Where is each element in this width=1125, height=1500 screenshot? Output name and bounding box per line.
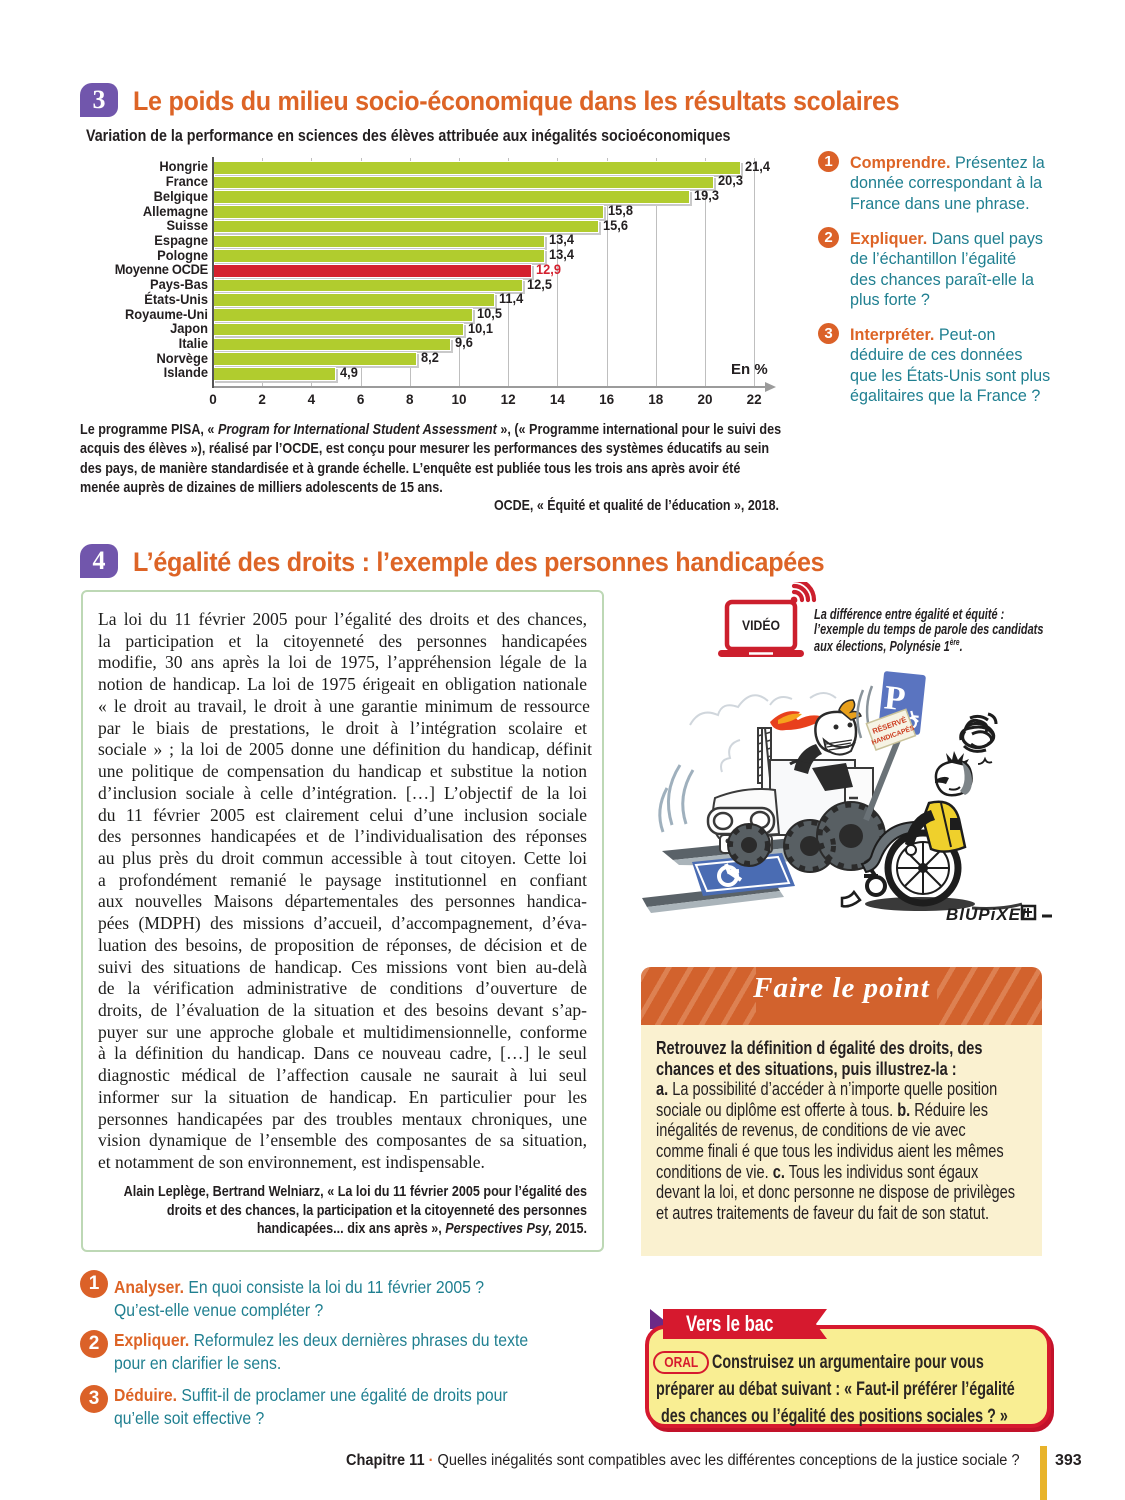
svg-text:VIDÉO: VIDÉO — [742, 617, 780, 633]
svg-text:BlUPiXEL: BlUPiXEL — [946, 905, 1032, 924]
